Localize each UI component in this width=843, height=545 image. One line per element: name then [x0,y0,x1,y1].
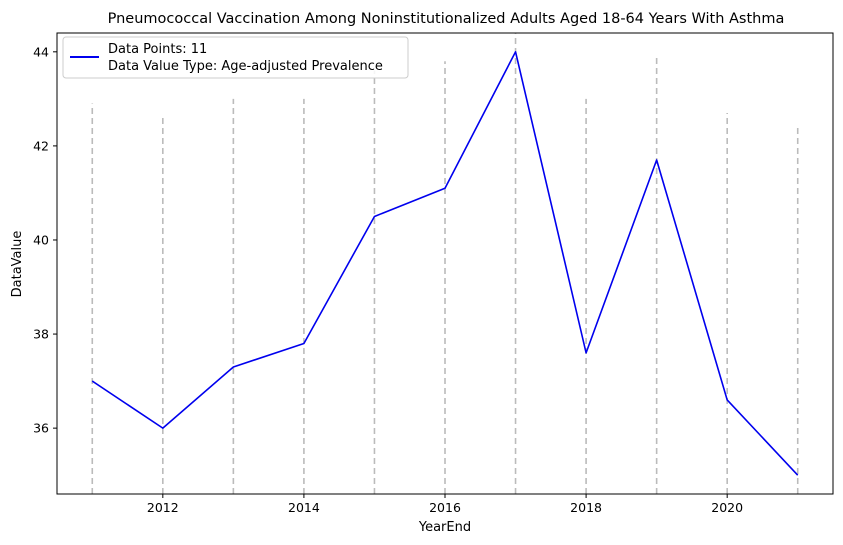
x-tick-label: 2016 [429,500,461,515]
y-axis: 36 38 40 42 44 [33,44,57,436]
legend-label: Data Points: 11 [108,42,207,57]
y-tick-label: 36 [33,421,49,436]
y-tick-label: 42 [33,138,49,153]
x-tick-label: 2012 [147,500,179,515]
y-tick-label: 38 [33,327,49,342]
x-tick-label: 2018 [570,500,602,515]
legend-box [62,36,409,79]
y-tick-label: 44 [33,44,49,59]
legend: Data Points: 11 Data Value Type: Age-adj… [62,36,409,79]
y-tick-label: 40 [33,232,49,247]
x-tick-label: 2014 [288,500,320,515]
series-group [91,51,799,476]
x-axis: 2012 2014 2016 2018 2020 [147,494,743,515]
error-bars [91,33,799,494]
y-axis-label: DataValue [10,231,25,298]
chart-title: Pneumococcal Vaccination Among Noninstit… [108,11,785,27]
x-axis-label: YearEnd [418,520,471,535]
series-line [91,51,799,476]
x-tick-label: 2020 [711,500,743,515]
legend-label-2: Data Value Type: Age-adjusted Prevalence [108,59,383,74]
